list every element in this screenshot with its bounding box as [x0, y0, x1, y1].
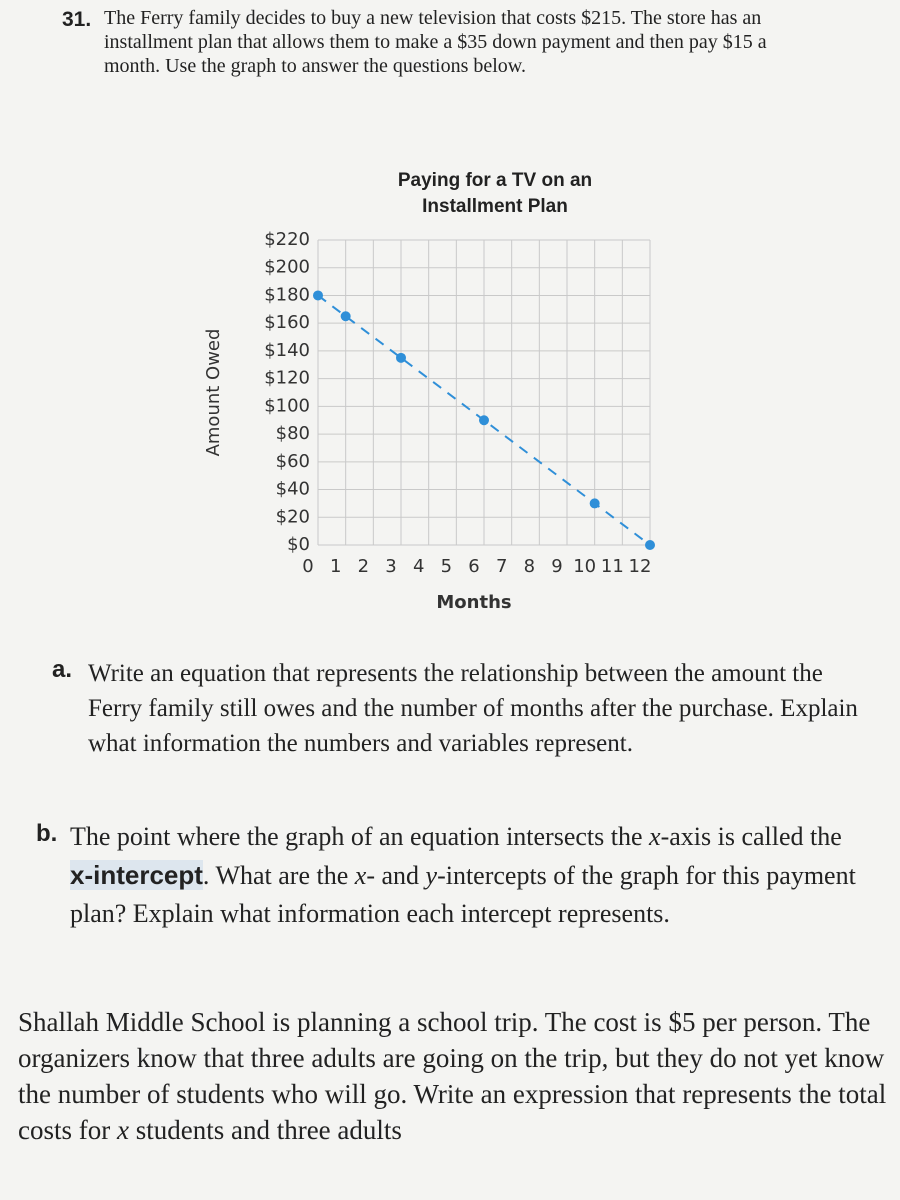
y-tick-label: $180 — [264, 284, 310, 305]
x-tick-label: 12 — [629, 556, 652, 577]
y-tick-label: $80 — [276, 423, 310, 444]
text: - and — [366, 861, 426, 890]
part-a-text: Write an equation that represents the re… — [88, 660, 858, 757]
x-tick-label: 8 — [524, 556, 535, 577]
y-tick-label: $20 — [276, 506, 310, 527]
x-tick-label: 4 — [413, 556, 424, 577]
x-tick-label: 5 — [441, 556, 452, 577]
text: -axis is called the — [660, 822, 842, 851]
part-label: b. — [36, 820, 58, 847]
text: -intercepts of the graph for this paymen… — [70, 861, 856, 928]
keyword: x-intercept — [70, 860, 203, 890]
x-axis-title: Months — [436, 592, 511, 613]
variable: x — [354, 861, 367, 890]
chart: $0 $20 $40 $60 $80 $100 $120 $140 $160 $180 $200 $2… — [203, 229, 655, 613]
y-tick-label: $0 — [287, 534, 310, 555]
y-tick-label: $140 — [264, 340, 310, 361]
x-tick-label: 3 — [385, 556, 396, 577]
data-point — [589, 498, 600, 509]
data-point — [396, 352, 406, 363]
y-tick-label: $160 — [264, 312, 310, 333]
variable: x — [649, 822, 661, 851]
data-point — [340, 311, 351, 322]
text: Shallah Middle School is planning a scho… — [18, 1007, 887, 1145]
variable: y — [425, 861, 438, 890]
next-problem-text: Shallah Middle School is planning a scho… — [18, 1004, 898, 1148]
x-tick-label: 2 — [358, 556, 369, 577]
x-tick-label: 1 — [330, 556, 341, 577]
part-label: a. — [52, 656, 73, 683]
part-b-text: The point where the graph of an equation… — [70, 818, 870, 933]
x-tick-label: 10 — [573, 556, 596, 577]
y-axis-title: Amount Owed — [203, 329, 224, 457]
y-tick-label: $100 — [264, 395, 310, 416]
y-tick-label: $40 — [276, 479, 310, 500]
y-tick-label: $120 — [264, 368, 310, 389]
x-tick-label: 11 — [601, 556, 624, 577]
text: The point where the graph of an equation… — [70, 822, 650, 851]
chart-title: Paying for a TV on an Installment Plan — [397, 170, 593, 217]
y-tick-label: $220 — [264, 229, 310, 250]
x-tick-label: 9 — [551, 556, 562, 577]
data-point — [313, 290, 323, 301]
x-tick-label: 7 — [496, 556, 507, 577]
x-tick-label: 6 — [468, 556, 479, 577]
data-point — [479, 415, 489, 426]
x-tick-label: 0 — [302, 556, 313, 577]
data-point — [645, 540, 655, 550]
y-tick-label: $60 — [276, 451, 310, 472]
variable: x — [116, 1115, 129, 1145]
text: students and three adults — [128, 1115, 402, 1145]
text: . What are the — [202, 861, 355, 890]
y-tick-label: $200 — [264, 257, 310, 278]
problem-number: 31. — [62, 8, 92, 31]
problem-text: The Ferry family decides to buy a new te… — [104, 7, 767, 77]
